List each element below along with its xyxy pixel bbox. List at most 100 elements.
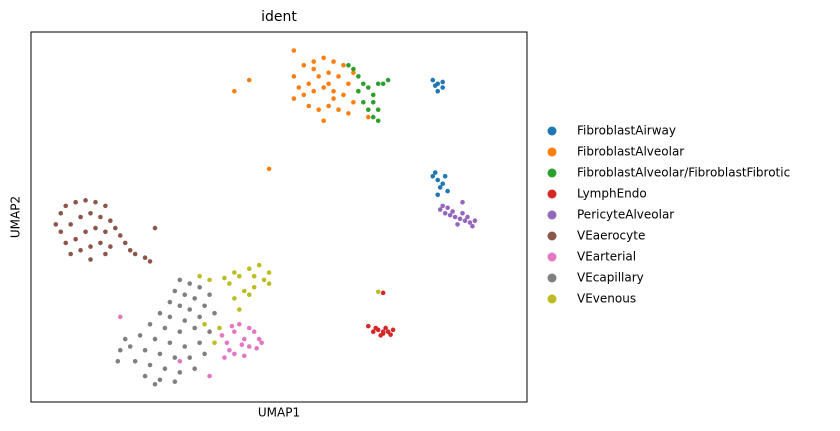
point bbox=[435, 177, 441, 183]
point bbox=[251, 285, 257, 290]
point bbox=[229, 323, 235, 329]
point bbox=[78, 248, 83, 253]
point bbox=[83, 198, 88, 203]
point bbox=[440, 85, 445, 90]
point bbox=[157, 310, 163, 316]
point bbox=[88, 257, 93, 262]
point bbox=[88, 211, 93, 216]
point bbox=[83, 229, 88, 235]
point bbox=[122, 336, 128, 342]
point bbox=[241, 353, 247, 359]
point bbox=[254, 346, 259, 351]
y-axis-label: UMAP2 bbox=[9, 196, 23, 238]
point bbox=[440, 79, 445, 85]
point bbox=[356, 74, 361, 79]
point bbox=[246, 325, 252, 331]
point bbox=[172, 355, 178, 360]
point bbox=[455, 222, 460, 227]
point bbox=[157, 351, 163, 357]
point bbox=[361, 81, 366, 87]
point bbox=[192, 325, 197, 331]
point bbox=[115, 359, 121, 364]
point bbox=[365, 85, 371, 90]
point bbox=[127, 248, 133, 253]
point bbox=[462, 218, 468, 223]
point bbox=[373, 325, 379, 331]
point bbox=[232, 88, 237, 94]
point bbox=[291, 96, 297, 101]
point bbox=[361, 100, 366, 105]
point bbox=[103, 251, 108, 257]
legend-label: FibroblastAlveolar bbox=[577, 145, 684, 159]
point bbox=[162, 325, 168, 331]
point bbox=[365, 114, 371, 120]
point bbox=[192, 366, 197, 372]
point bbox=[182, 344, 188, 349]
point bbox=[187, 355, 193, 360]
point bbox=[321, 118, 326, 124]
point bbox=[152, 381, 158, 387]
point bbox=[108, 244, 113, 249]
point bbox=[447, 212, 453, 218]
point bbox=[346, 111, 351, 116]
point bbox=[147, 259, 153, 264]
point bbox=[336, 107, 341, 112]
point bbox=[388, 332, 393, 337]
point bbox=[68, 222, 73, 227]
point bbox=[306, 103, 312, 109]
point bbox=[246, 344, 252, 349]
legend-label: VEaerocyte bbox=[577, 229, 645, 243]
point bbox=[73, 199, 78, 205]
point bbox=[465, 214, 470, 220]
point bbox=[266, 166, 272, 172]
point bbox=[172, 288, 178, 294]
point bbox=[432, 170, 438, 175]
point bbox=[202, 351, 207, 357]
point bbox=[68, 251, 73, 257]
point bbox=[326, 81, 331, 87]
legend-marker bbox=[547, 231, 557, 241]
point bbox=[117, 347, 123, 353]
point bbox=[460, 199, 465, 205]
point bbox=[167, 340, 173, 346]
point bbox=[127, 344, 133, 349]
point bbox=[207, 329, 212, 335]
point bbox=[63, 203, 69, 209]
point bbox=[430, 174, 436, 179]
point bbox=[311, 59, 317, 64]
point bbox=[53, 222, 59, 227]
legend-label: PericyteAlveolar bbox=[577, 208, 674, 222]
point bbox=[167, 314, 173, 320]
point bbox=[227, 347, 232, 353]
point bbox=[432, 83, 438, 88]
legend-marker bbox=[547, 147, 557, 157]
point bbox=[326, 103, 331, 109]
point bbox=[241, 288, 247, 294]
point bbox=[316, 107, 321, 112]
point bbox=[117, 314, 123, 320]
point bbox=[117, 233, 123, 238]
point bbox=[457, 216, 463, 222]
point bbox=[103, 229, 108, 235]
point bbox=[365, 323, 371, 329]
point bbox=[58, 211, 64, 216]
point bbox=[217, 325, 222, 331]
legend-marker bbox=[547, 168, 557, 178]
point bbox=[222, 275, 227, 281]
point bbox=[177, 329, 183, 335]
point bbox=[152, 225, 158, 231]
point bbox=[122, 240, 128, 246]
point bbox=[103, 203, 108, 209]
point bbox=[331, 96, 336, 101]
point bbox=[437, 207, 443, 212]
point bbox=[78, 214, 83, 220]
point bbox=[177, 303, 183, 309]
point bbox=[311, 88, 317, 94]
legend-marker bbox=[547, 252, 557, 262]
point bbox=[266, 270, 272, 275]
point bbox=[113, 225, 118, 231]
point bbox=[187, 281, 193, 286]
legend-label: VEarterial bbox=[577, 250, 636, 264]
point bbox=[157, 377, 163, 383]
point bbox=[351, 70, 356, 75]
